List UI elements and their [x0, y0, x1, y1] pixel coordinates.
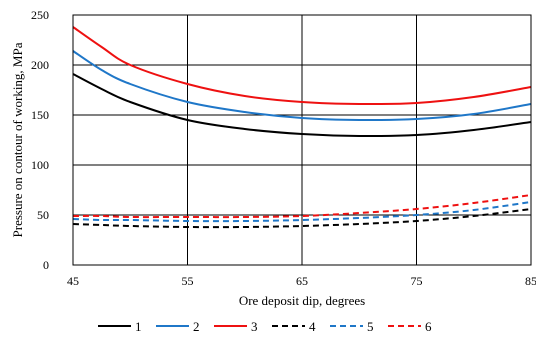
x-axis-title: Ore deposit dip, degrees [239, 293, 365, 308]
legend-label-2: 2 [193, 319, 200, 334]
plot-frame [72, 14, 532, 266]
y-tick-label: 150 [31, 108, 49, 122]
y-tick-label: 100 [31, 158, 49, 172]
x-tick-label: 55 [182, 274, 194, 288]
legend-label-4: 4 [309, 319, 316, 334]
x-tick-label: 45 [67, 274, 79, 288]
series-lines [72, 26, 532, 229]
y-axis-title: Pressure on contour of working, MPa [10, 42, 25, 237]
legend: 1 2 3 4 5 6 [98, 319, 432, 334]
series-line-1 [72, 73, 532, 138]
tick-labels: 45 55 65 75 85 0 50 100 150 200 250 [31, 8, 536, 288]
legend-label-1: 1 [135, 319, 142, 334]
x-tick-label: 85 [525, 274, 536, 288]
y-tick-label: 0 [43, 258, 49, 272]
series-line-6 [72, 194, 532, 219]
legend-label-3: 3 [251, 319, 258, 334]
series-line-4 [72, 208, 532, 229]
grid [72, 14, 532, 266]
series-line-3 [72, 26, 532, 106]
legend-label-5: 5 [367, 319, 374, 334]
series-line-5 [72, 201, 532, 223]
series-line-2 [72, 50, 532, 122]
y-tick-label: 250 [31, 8, 49, 22]
y-tick-label: 50 [37, 208, 49, 222]
x-tick-label: 65 [296, 274, 308, 288]
y-tick-label: 200 [31, 58, 49, 72]
x-tick-label: 75 [411, 274, 423, 288]
legend-label-6: 6 [425, 319, 432, 334]
